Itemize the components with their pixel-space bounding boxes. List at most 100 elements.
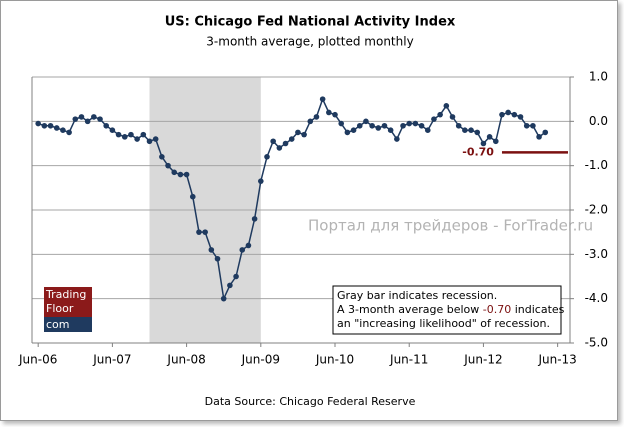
data-point — [400, 122, 406, 129]
threshold-label: -0.70 — [462, 145, 494, 158]
data-point — [115, 131, 122, 138]
y-tick-label: 1.0 — [589, 70, 608, 84]
data-point — [159, 154, 165, 160]
data-point — [455, 122, 462, 129]
annotation-part: A 3-month average below — [337, 303, 483, 316]
x-tick-label: Jun-09 — [241, 353, 280, 367]
x-tick-label: Jun-07 — [92, 353, 131, 367]
y-tick-label: -2.0 — [585, 203, 608, 217]
data-point — [258, 178, 264, 184]
data-point — [406, 120, 413, 127]
data-point — [356, 122, 363, 129]
logo-bg2 — [44, 317, 92, 332]
data-point — [97, 116, 103, 122]
data-point — [536, 134, 542, 140]
data-point — [208, 247, 215, 253]
data-point — [431, 116, 437, 122]
x-tick-label: Jun-10 — [315, 353, 354, 367]
data-point — [165, 162, 171, 169]
annotation-part: indicates — [511, 303, 564, 316]
data-point — [511, 111, 518, 118]
data-point — [177, 171, 184, 178]
data-point — [91, 114, 97, 120]
data-point — [35, 120, 41, 127]
data-point — [251, 216, 258, 222]
data-point — [505, 109, 511, 116]
data-point — [72, 116, 79, 122]
data-point — [288, 136, 295, 142]
data-point — [134, 136, 140, 142]
data-point — [412, 120, 419, 127]
data-point — [517, 114, 524, 120]
data-point — [486, 134, 493, 140]
data-point — [542, 129, 549, 136]
data-point — [239, 247, 246, 253]
data-point — [282, 140, 289, 147]
data-point — [350, 127, 357, 133]
data-point — [313, 114, 320, 120]
x-tick-label: Jun-13 — [537, 353, 576, 367]
data-point — [152, 136, 159, 142]
data-point — [227, 282, 233, 289]
annotation: Gray bar indicates recession. — [337, 289, 497, 302]
source: Data Source: Chicago Federal Reserve — [205, 395, 416, 408]
data-point — [474, 129, 481, 136]
data-point — [499, 111, 505, 118]
data-point — [171, 169, 178, 176]
data-point — [233, 273, 239, 280]
data-point — [84, 118, 91, 125]
data-point — [301, 131, 307, 138]
data-point — [375, 125, 382, 131]
data-point — [189, 193, 196, 200]
logo-text: Trading — [45, 288, 86, 301]
y-tick-label: -1.0 — [585, 158, 608, 172]
data-point — [47, 122, 54, 129]
data-point — [78, 114, 85, 120]
chart-subtitle: 3-month average, plotted monthly — [206, 35, 413, 49]
data-point — [437, 111, 443, 118]
data-point — [60, 127, 66, 133]
data-point — [295, 129, 301, 136]
data-point — [103, 122, 110, 129]
data-point — [270, 138, 276, 145]
y-tick-label: 0.0 — [589, 114, 608, 128]
data-point — [53, 125, 60, 131]
data-point — [332, 111, 338, 118]
data-point — [418, 122, 425, 129]
data-point — [387, 127, 394, 133]
annotation: A 3-month average below -0.70 indicates — [337, 303, 565, 316]
data-point — [319, 96, 326, 102]
data-point — [183, 171, 190, 178]
data-point — [369, 122, 375, 129]
annotation: an "increasing likelihood" of recession. — [337, 317, 550, 330]
x-tick-label: Jun-12 — [463, 353, 502, 367]
data-point — [344, 129, 351, 136]
data-point — [326, 109, 332, 116]
annotation-box — [332, 285, 562, 335]
data-point — [202, 229, 208, 235]
data-point — [140, 131, 147, 138]
data-point — [468, 127, 474, 133]
logo-bg — [44, 287, 92, 317]
data-point — [394, 136, 400, 142]
data-point — [214, 255, 221, 262]
data-point — [196, 229, 202, 235]
y-tick-label: -3.0 — [585, 247, 608, 261]
data-point — [109, 127, 116, 133]
data-point — [41, 122, 48, 129]
data-point — [381, 122, 388, 129]
data-point — [264, 154, 270, 160]
data-point — [220, 295, 227, 302]
x-tick-label: Jun-06 — [18, 353, 57, 367]
annotation-part: -0.70 — [483, 303, 511, 316]
y-tick-label: -5.0 — [585, 336, 608, 350]
data-point — [530, 122, 536, 129]
data-point — [363, 118, 369, 125]
data-point — [424, 127, 431, 133]
data-point — [480, 140, 487, 147]
data-point — [146, 138, 153, 145]
data-point — [245, 242, 252, 249]
logo-text: com — [46, 318, 70, 331]
data-point — [307, 118, 314, 125]
